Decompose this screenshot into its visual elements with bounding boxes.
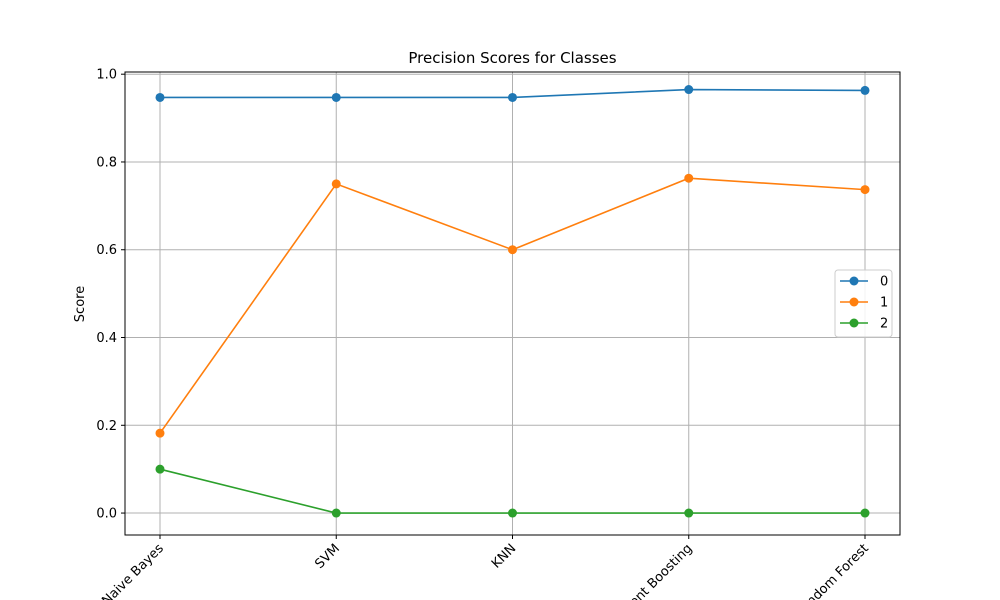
data-point-0 xyxy=(860,85,870,95)
data-point-2 xyxy=(331,508,341,518)
data-point-0 xyxy=(508,92,517,102)
legend-label-0: 0 xyxy=(880,275,888,290)
legend-marker-2 xyxy=(849,318,859,328)
y-tick-label: 0.4 xyxy=(96,331,117,346)
series-layer xyxy=(155,85,870,518)
x-tick-label: KNN xyxy=(489,541,519,571)
axis-ticks: 0.0 0.2 0.4 0.6 0.8 1.0 Naive Bayes SVM KNN Gradi… xyxy=(96,68,872,600)
data-point-0 xyxy=(684,85,694,95)
legend-box xyxy=(834,269,893,338)
x-tick-label: Naive Bayes xyxy=(99,541,167,600)
y-tick-label: 0.8 xyxy=(96,155,117,170)
y-tick-label: 0.6 xyxy=(96,243,117,258)
grid-lines xyxy=(125,72,900,535)
y-tick-label: 1.0 xyxy=(96,68,117,83)
legend-marker-1 xyxy=(849,297,859,307)
data-point-2 xyxy=(684,508,694,518)
data-point-0 xyxy=(331,92,341,102)
data-point-0 xyxy=(155,92,165,102)
legend-label-2: 2 xyxy=(880,317,888,332)
legend: 0 1 2 xyxy=(834,269,893,338)
x-tick-label: SVM xyxy=(312,541,343,572)
data-point-1 xyxy=(508,245,517,255)
data-point-1 xyxy=(331,179,341,189)
x-tick-label: Random Forest xyxy=(792,541,872,600)
y-tick-label: 0.2 xyxy=(96,419,117,434)
data-point-1 xyxy=(684,173,694,183)
data-point-2 xyxy=(508,508,517,518)
data-point-2 xyxy=(155,464,165,474)
y-axis-label: Score xyxy=(73,286,88,322)
data-point-1 xyxy=(155,428,165,438)
chart-title: Precision Scores for Classes xyxy=(408,49,616,67)
x-tick-label: Gradient Boosting xyxy=(602,541,696,600)
legend-label-1: 1 xyxy=(880,296,888,311)
legend-marker-0 xyxy=(849,276,859,286)
data-point-2 xyxy=(860,508,870,518)
data-point-1 xyxy=(860,185,870,195)
y-tick-label: 0.0 xyxy=(96,507,117,522)
